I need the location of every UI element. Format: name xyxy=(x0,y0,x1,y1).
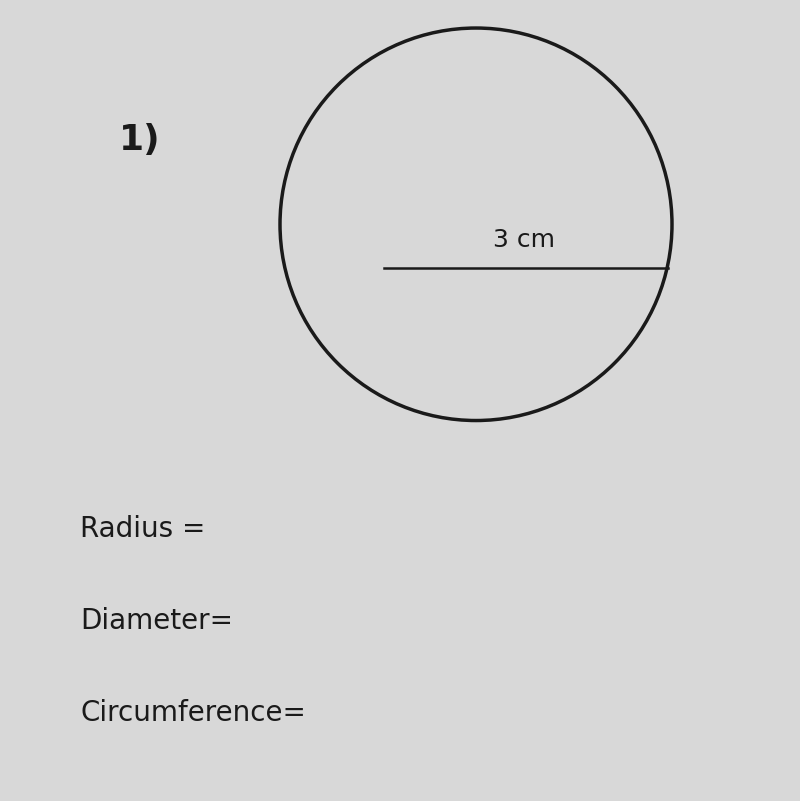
Text: Circumference=: Circumference= xyxy=(80,699,306,727)
Text: Radius =: Radius = xyxy=(80,515,206,542)
Text: 3 cm: 3 cm xyxy=(493,228,555,252)
Text: 1): 1) xyxy=(119,123,161,157)
Text: Diameter=: Diameter= xyxy=(80,607,233,634)
